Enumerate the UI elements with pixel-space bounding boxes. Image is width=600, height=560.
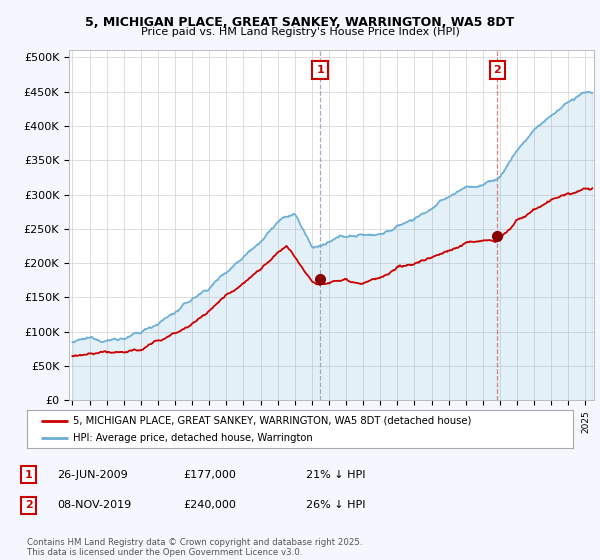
- Text: 26% ↓ HPI: 26% ↓ HPI: [306, 500, 365, 510]
- Text: 26-JUN-2009: 26-JUN-2009: [57, 470, 128, 480]
- Text: Price paid vs. HM Land Registry's House Price Index (HPI): Price paid vs. HM Land Registry's House …: [140, 27, 460, 37]
- Text: 5, MICHIGAN PLACE, GREAT SANKEY, WARRINGTON, WA5 8DT (detached house): 5, MICHIGAN PLACE, GREAT SANKEY, WARRING…: [73, 416, 472, 426]
- Text: 08-NOV-2019: 08-NOV-2019: [57, 500, 131, 510]
- Text: £240,000: £240,000: [183, 500, 236, 510]
- Text: 5, MICHIGAN PLACE, GREAT SANKEY, WARRINGTON, WA5 8DT: 5, MICHIGAN PLACE, GREAT SANKEY, WARRING…: [85, 16, 515, 29]
- Text: 2: 2: [494, 64, 501, 74]
- Text: 21% ↓ HPI: 21% ↓ HPI: [306, 470, 365, 480]
- Text: 1: 1: [316, 64, 324, 74]
- Text: Contains HM Land Registry data © Crown copyright and database right 2025.
This d: Contains HM Land Registry data © Crown c…: [27, 538, 362, 557]
- Text: 2: 2: [25, 500, 32, 510]
- Text: 1: 1: [25, 470, 32, 480]
- Text: £177,000: £177,000: [183, 470, 236, 480]
- Text: HPI: Average price, detached house, Warrington: HPI: Average price, detached house, Warr…: [73, 433, 313, 444]
